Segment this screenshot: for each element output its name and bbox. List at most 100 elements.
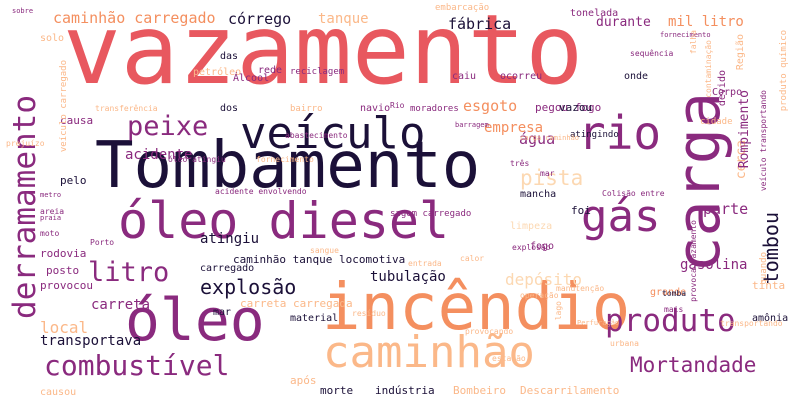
word-cloud-word: empresa [484,120,544,136]
word-cloud-word: tinta [752,279,786,292]
word-cloud-word: sagem carregado [390,209,472,219]
word-cloud-word: durante [596,15,651,30]
word-cloud-word: acidente envolvendo [215,187,307,196]
word-cloud-word: provocou [40,279,93,292]
word-cloud-word: litro [88,257,170,288]
word-cloud-word: falha [689,30,698,55]
word-cloud-word: Corpo [712,87,743,98]
word-cloud-word: Porto [90,238,115,247]
word-cloud-word: esgoto [463,97,518,115]
word-cloud-word: transferência [95,104,158,113]
word-cloud-word: indústria [375,384,435,397]
word-cloud-word: pista [520,166,584,190]
word-cloud-word: calor [460,254,485,263]
word-cloud-word: foi [571,204,591,217]
word-cloud-word: reciclagem [290,67,345,77]
word-cloud-word: fogo [530,241,555,252]
word-cloud-word: provoca vazamento [689,220,698,302]
word-cloud-word: areia [40,207,65,216]
word-cloud-word: Descarrilamento [520,384,620,397]
word-cloud-word: limpeza [510,221,553,232]
word-cloud-word: Região [735,34,746,71]
word-cloud-word: água [519,130,556,148]
word-cloud-word: vazamento [63,0,584,106]
word-cloud-word: rio [578,106,662,160]
word-cloud-word: tonelada [570,8,619,19]
word-cloud-word: fornecimento [660,31,711,39]
word-cloud-word: fornecimento [256,155,314,164]
word-cloud-word: caminhão tanque locomotiva [233,253,406,266]
word-cloud-word: das [220,51,239,62]
word-cloud-word: Rompimento [737,90,752,169]
word-cloud-word: moradores [410,104,459,114]
word-cloud-word: abastecimento [285,131,348,140]
word-cloud-word: explosão [200,275,297,299]
word-cloud-word: óleo atingiu [168,155,226,164]
word-cloud-word: tubulação [370,269,446,285]
word-cloud-word: tanque [318,11,369,27]
word-cloud-word: vazou [559,101,593,114]
word-cloud-word: Colisão entre [602,189,665,198]
word-cloud-word: derramamento [7,95,43,319]
word-cloud-word: caminhão carregado [53,9,216,27]
word-cloud-word: grande [650,287,687,298]
word-cloud-word: parte [703,200,749,218]
word-cloud-word: Rio [390,101,405,110]
word-cloud-word: carreta [91,297,151,313]
word-cloud-word: tomba [662,289,687,298]
word-cloud-word: amônia [752,313,789,324]
word-cloud-word: mancha [520,189,557,200]
word-cloud-word: veículo [240,108,426,159]
word-cloud-word: sequência [630,49,674,58]
word-cloud-word: devido [717,70,728,107]
word-cloud-word: Álcool [233,73,270,84]
word-cloud-word: onde [624,71,649,82]
word-cloud-word: peixe [127,111,209,142]
word-cloud-word: contaminação [704,40,713,98]
word-cloud-word: transportando [720,319,783,328]
word-cloud-word: depósito [505,270,583,289]
word-cloud-word: navio [360,103,391,114]
word-cloud-word: ocorreu [500,71,543,82]
word-cloud-word: urbana [610,339,639,348]
word-cloud-word: explosão [512,243,551,252]
word-cloud-word: pegou fogo [535,101,602,114]
word-cloud-word: sobre [12,7,34,15]
word-cloud-word: material [290,313,339,324]
word-cloud-word: bairro [290,104,323,114]
word-cloud-word: rodovia [40,247,87,260]
word-cloud-word: cidade [700,117,733,127]
word-cloud-word: mil litro [668,14,744,30]
word-cloud-word: mais [664,305,684,314]
word-cloud-word: causa [60,114,94,127]
word-cloud-word: caminhão [323,327,535,378]
word-cloud-word: Perfuração [577,319,620,327]
word-cloud-word: caiu [452,71,477,82]
word-cloud-word: pelo [60,174,87,187]
word-cloud-word: praia [40,214,62,222]
word-cloud-word: solo [40,33,65,44]
word-cloud-word: transportava [40,333,142,349]
word-cloud-word: mar [213,307,232,318]
word-cloud-word: carga caminhão [520,134,580,142]
word-cloud-word: petróleo [193,67,242,78]
word-cloud-word: carregado [200,263,255,274]
word-cloud-word: fábrica [448,15,512,33]
word-cloud-word: incêndio [322,271,631,345]
word-cloud-word: dos [220,103,239,114]
word-cloud-word: Bombeiro [453,384,506,397]
word-cloud-word: posto [46,264,80,277]
word-cloud-word: operação [520,291,559,300]
word-cloud-word: embarcação [435,3,490,13]
word-cloud-word: combustível [44,349,230,382]
word-cloud-word: sangue [310,246,339,255]
word-cloud-word: após [290,374,317,387]
word-cloud-word: entrada [408,259,442,268]
word-cloud-word: local [40,318,89,337]
word-cloud-word: óleo [125,286,265,354]
word-cloud-word: carreta carregada [240,297,353,310]
word-cloud-word: gasolina [680,257,748,273]
word-cloud-word: óleo diesel [118,192,450,250]
word-cloud-word: estação [492,354,526,363]
